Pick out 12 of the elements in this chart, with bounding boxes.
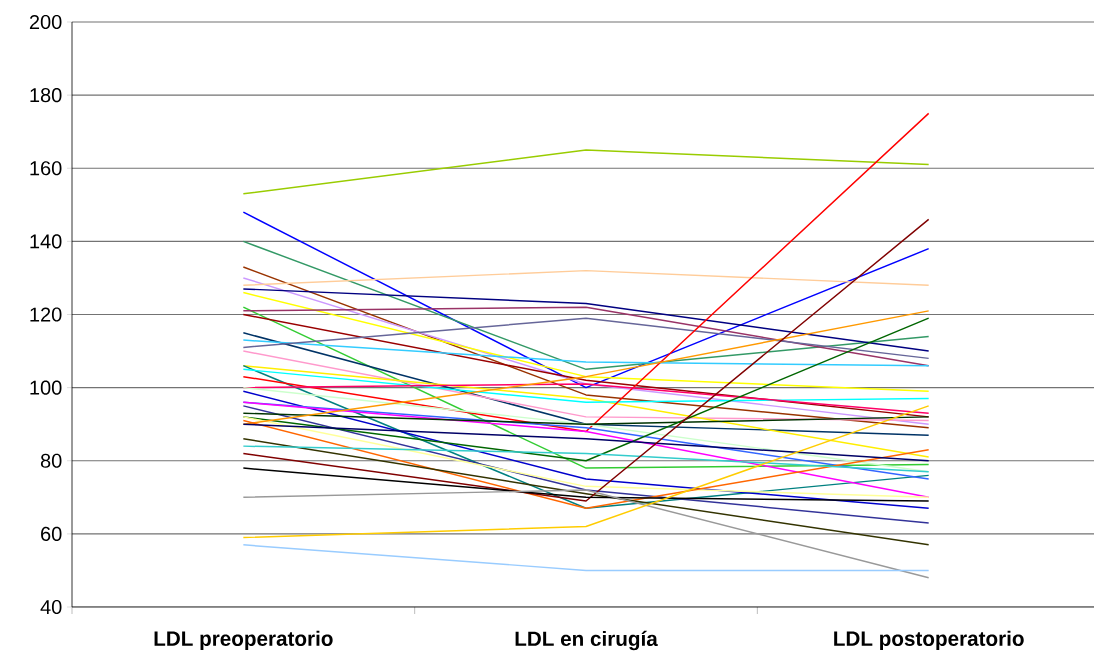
y-tick-label: 180 [30,88,62,103]
y-tick-label: 60 [41,526,62,541]
x-tick-label: LDL postoperatorio [834,630,1024,650]
y-tick-label: 200 [29,14,62,30]
y-tick-label: 120 [30,307,62,322]
y-tick-label: 140 [30,234,62,249]
y-tick-label: 160 [30,161,62,176]
x-tick-label: LDL preoperatorio [154,630,333,650]
y-tick-label: 100 [30,380,62,395]
x-tick-label: LDL en cirugía [515,630,658,651]
y-tick-label: 80 [40,453,62,468]
y-tick-label: 40 [40,599,62,615]
